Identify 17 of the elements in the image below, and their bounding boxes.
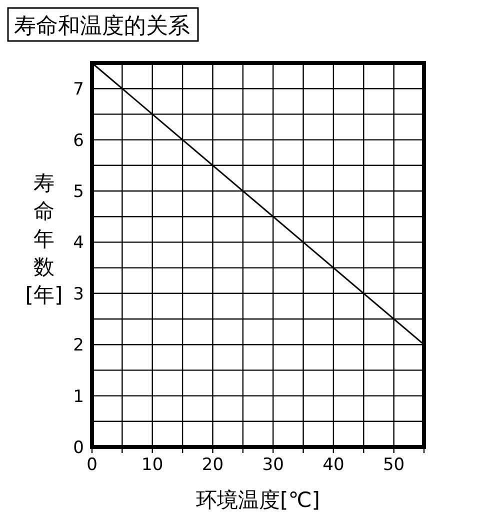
y-tick-label: 3	[73, 284, 84, 304]
y-tick-label: 7	[73, 80, 84, 100]
y-tick-label: 5	[73, 182, 84, 202]
x-tick-label: 30	[262, 455, 284, 475]
y-tick-label: 6	[73, 130, 84, 151]
x-tick-label: 20	[202, 455, 224, 475]
x-tick-label: 0	[86, 455, 98, 475]
x-tick-label: 50	[383, 455, 405, 475]
chart-title: 寿命和温度的关系	[14, 14, 190, 39]
y-tick-label: 4	[73, 233, 84, 254]
y-tick-label: 1	[73, 386, 84, 407]
x-axis-title: 环境温度[℃]	[196, 488, 320, 512]
y-tick-label: 0	[73, 438, 84, 458]
x-tick-label: 40	[322, 455, 344, 475]
y-tick-label: 2	[73, 336, 84, 356]
y-axis-title: 寿命年数[年]	[25, 171, 63, 307]
x-tick-label: 10	[142, 455, 164, 475]
